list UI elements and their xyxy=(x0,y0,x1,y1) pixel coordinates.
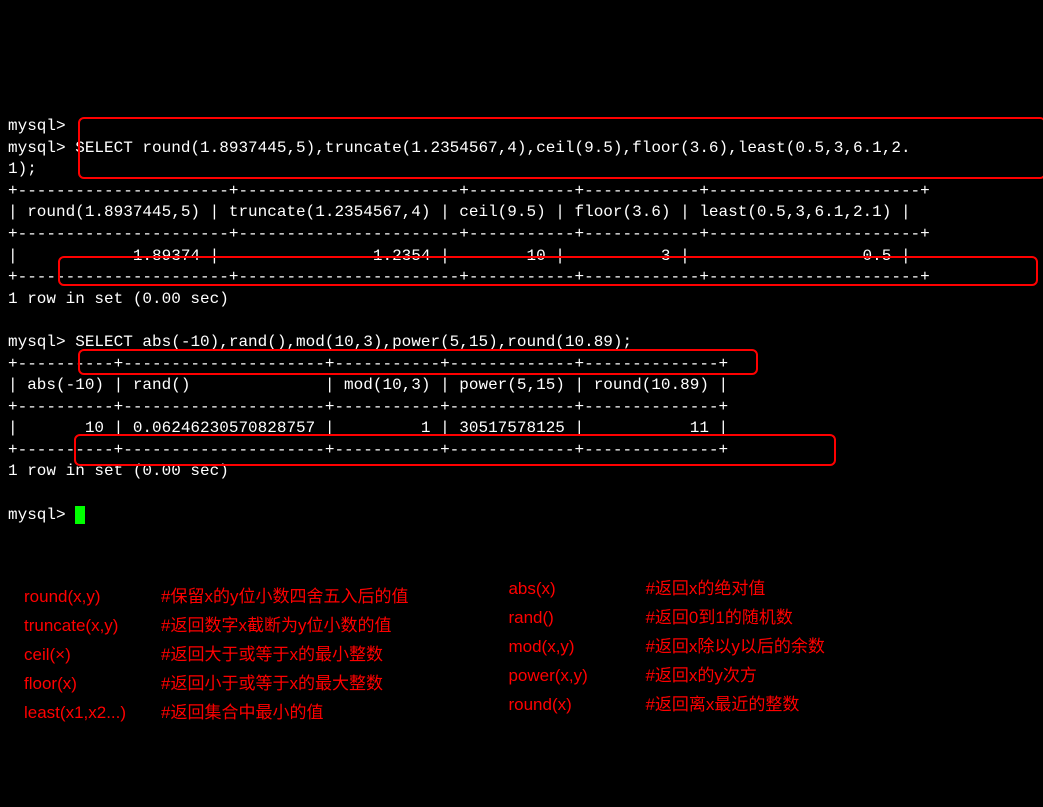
cursor-icon xyxy=(75,506,85,524)
prompt: mysql> xyxy=(8,139,75,157)
annotation-row: ceil(×) #返回大于或等于x的最小整数 xyxy=(24,644,408,667)
anno-func: round(x,y) xyxy=(24,586,149,609)
annotation-row: round(x,y) #保留x的y位小数四舍五入后的值 xyxy=(24,586,408,609)
table-sep: +----------------------+----------------… xyxy=(8,182,930,200)
table-row-2: | 10 | 0.06246230570828757 | 1 | 3051757… xyxy=(8,419,728,437)
anno-desc: #保留x的y位小数四舍五入后的值 xyxy=(161,586,408,609)
prompt: mysql> xyxy=(8,117,66,135)
annotation-panel: round(x,y) #保留x的y位小数四舍五入后的值 truncate(x,y)… xyxy=(24,586,825,725)
anno-func: round(x) xyxy=(508,694,633,717)
table-row-1: | 1.89374 | 1.2354 | 10 | 3 | 0.5 | xyxy=(8,247,911,265)
rows-in-set-2: 1 row in set (0.00 sec) xyxy=(8,462,229,480)
annotation-row: power(x,y) #返回x的y次方 xyxy=(508,665,824,688)
annotation-row: round(x) #返回离x最近的整数 xyxy=(508,694,824,717)
anno-desc: #返回大于或等于x的最小整数 xyxy=(161,644,383,667)
anno-desc: #返回数字x截断为y位小数的值 xyxy=(161,615,391,638)
anno-desc: #返回x的绝对值 xyxy=(645,578,765,601)
anno-func: rand() xyxy=(508,607,633,630)
anno-func: floor(x) xyxy=(24,673,149,696)
table-header-1: | round(1.8937445,5) | truncate(1.235456… xyxy=(8,203,911,221)
table-header-2: | abs(-10) | rand() | mod(10,3) | power(… xyxy=(8,376,728,394)
table-sep: +----------------------+----------------… xyxy=(8,225,930,243)
anno-desc: #返回x除以y以后的余数 xyxy=(645,636,824,659)
anno-func: power(x,y) xyxy=(508,665,633,688)
annotation-col-left: round(x,y) #保留x的y位小数四舍五入后的值 truncate(x,y)… xyxy=(24,586,408,725)
anno-desc: #返回小于或等于x的最大整数 xyxy=(161,673,383,696)
annotation-row: mod(x,y) #返回x除以y以后的余数 xyxy=(508,636,824,659)
annotation-row: least(x1,x2...) #返回集合中最小的值 xyxy=(24,702,408,725)
table-sep: +----------------------+----------------… xyxy=(8,268,930,286)
anno-desc: #返回集合中最小的值 xyxy=(161,702,323,725)
annotation-col-right: abs(x) #返回x的绝对值 rand() #返回0到1的随机数 mod(x,y)… xyxy=(508,578,824,725)
rows-in-set-1: 1 row in set (0.00 sec) xyxy=(8,290,229,308)
anno-desc: #返回离x最近的整数 xyxy=(645,694,799,717)
annotation-row: truncate(x,y) #返回数字x截断为y位小数的值 xyxy=(24,615,408,638)
annotation-row: floor(x) #返回小于或等于x的最大整数 xyxy=(24,673,408,696)
sql-query-1b: 1); xyxy=(8,160,37,178)
table-sep: +----------+---------------------+------… xyxy=(8,355,728,373)
anno-func: least(x1,x2...) xyxy=(24,702,149,725)
anno-func: truncate(x,y) xyxy=(24,615,149,638)
terminal-output: mysql> mysql> SELECT round(1.8937445,5),… xyxy=(8,94,1035,699)
anno-desc: #返回x的y次方 xyxy=(645,665,756,688)
prompt[interactable]: mysql> xyxy=(8,506,75,524)
annotation-row: abs(x) #返回x的绝对值 xyxy=(508,578,824,601)
sql-query-1a: SELECT round(1.8937445,5),truncate(1.235… xyxy=(75,139,910,157)
anno-desc: #返回0到1的随机数 xyxy=(645,607,792,630)
anno-func: mod(x,y) xyxy=(508,636,633,659)
table-sep: +----------+---------------------+------… xyxy=(8,441,728,459)
prompt: mysql> xyxy=(8,333,75,351)
annotation-row: rand() #返回0到1的随机数 xyxy=(508,607,824,630)
anno-func: ceil(×) xyxy=(24,644,149,667)
table-sep: +----------+---------------------+------… xyxy=(8,398,728,416)
sql-query-2: SELECT abs(-10),rand(),mod(10,3),power(5… xyxy=(75,333,632,351)
anno-func: abs(x) xyxy=(508,578,633,601)
